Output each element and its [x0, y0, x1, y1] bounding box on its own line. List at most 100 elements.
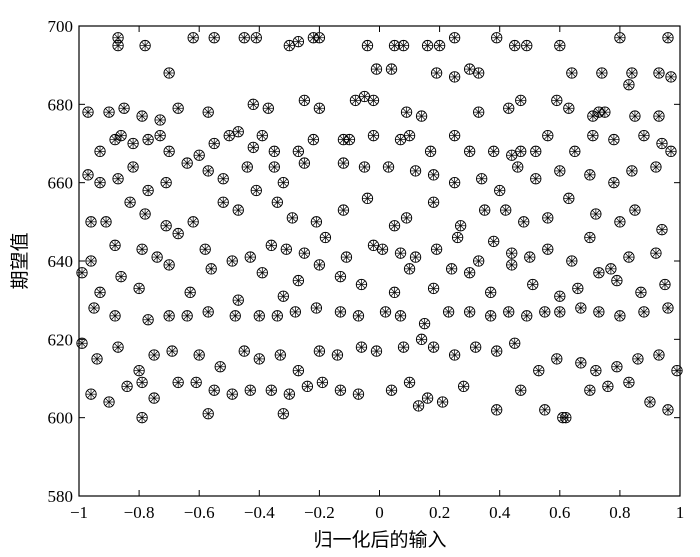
- data-point: [409, 251, 422, 263]
- data-point: [265, 239, 277, 251]
- data-point: [644, 396, 656, 408]
- data-point: [662, 32, 674, 44]
- data-point: [590, 365, 602, 377]
- data-point: [638, 306, 650, 318]
- data-point: [656, 224, 668, 236]
- data-point: [554, 39, 566, 52]
- data-point: [205, 263, 217, 275]
- data-point: [394, 247, 407, 259]
- data-point: [650, 247, 662, 259]
- data-point: [611, 274, 623, 287]
- data-point: [614, 310, 626, 322]
- data-point: [605, 263, 617, 275]
- data-point: [208, 384, 220, 396]
- data-point: [307, 133, 320, 146]
- data-point: [280, 243, 292, 255]
- data-point: [632, 353, 644, 365]
- y-tick-label: 660: [48, 174, 74, 193]
- data-point: [403, 376, 416, 389]
- data-point: [626, 165, 638, 177]
- data-point: [575, 302, 587, 314]
- data-point: [608, 177, 620, 189]
- data-point: [232, 126, 244, 138]
- data-point: [238, 345, 250, 357]
- data-point: [476, 173, 488, 185]
- data-point: [623, 376, 635, 389]
- data-point: [286, 212, 299, 224]
- data-point: [88, 302, 100, 314]
- data-point: [334, 384, 347, 396]
- data-point: [289, 306, 302, 318]
- data-point: [112, 173, 124, 185]
- data-point: [515, 384, 527, 396]
- data-point: [202, 408, 214, 420]
- data-point: [653, 110, 665, 122]
- data-point: [160, 177, 172, 189]
- data-point: [542, 243, 554, 255]
- data-point: [527, 278, 539, 291]
- data-point: [292, 145, 305, 157]
- y-tick-label: 620: [48, 330, 74, 349]
- data-point: [512, 161, 524, 173]
- data-point: [172, 102, 184, 114]
- data-point: [629, 110, 641, 122]
- data-point: [503, 306, 515, 318]
- data-point: [187, 216, 199, 228]
- data-point: [361, 192, 374, 204]
- data-point: [611, 361, 623, 373]
- data-point: [533, 365, 545, 377]
- data-point: [626, 67, 638, 79]
- data-point: [403, 130, 416, 142]
- data-point: [650, 161, 662, 173]
- data-point: [94, 177, 106, 189]
- data-point: [313, 345, 326, 357]
- data-point: [485, 286, 497, 298]
- data-point: [430, 67, 443, 79]
- data-point: [118, 102, 130, 114]
- data-point: [142, 184, 154, 197]
- data-point: [133, 282, 145, 295]
- data-point: [635, 286, 647, 298]
- data-point: [554, 290, 566, 302]
- data-point: [473, 67, 485, 79]
- data-point: [566, 255, 578, 267]
- x-tick-label: 0.4: [489, 503, 511, 522]
- data-point: [163, 67, 175, 79]
- data-point: [367, 130, 380, 142]
- data-point: [127, 161, 139, 173]
- x-tick-label: 0.2: [429, 503, 450, 522]
- y-tick-label: 680: [48, 95, 74, 114]
- data-point: [587, 130, 599, 142]
- data-point: [310, 216, 323, 228]
- data-point: [226, 255, 238, 267]
- data-point: [397, 39, 410, 52]
- data-point: [94, 145, 106, 157]
- data-point: [172, 227, 184, 240]
- data-point: [154, 114, 166, 126]
- data-point: [473, 106, 485, 118]
- data-point: [463, 267, 476, 279]
- data-point: [124, 196, 136, 208]
- data-point: [229, 310, 241, 322]
- data-point: [671, 365, 683, 377]
- data-point: [355, 341, 368, 353]
- x-tick-label: −0.6: [184, 503, 215, 522]
- data-point: [614, 32, 626, 44]
- axis-ticks: −1 −0.8 −0.6 −0.4 −0.2 0 0.2 0.4 0.6 0.8 1 580 600 62…: [48, 17, 685, 522]
- data-point: [109, 239, 121, 251]
- data-point: [184, 286, 196, 298]
- data-point: [590, 208, 602, 220]
- data-point: [370, 345, 383, 357]
- data-point: [100, 216, 112, 228]
- data-point: [454, 220, 467, 232]
- data-point: [367, 239, 380, 251]
- data-point: [292, 36, 305, 48]
- x-tick-label: 0.6: [549, 503, 570, 522]
- data-point: [509, 39, 521, 52]
- data-point: [265, 384, 277, 396]
- points-layer: [76, 32, 683, 424]
- data-point: [94, 286, 106, 298]
- data-point: [214, 361, 226, 373]
- data-point: [653, 67, 665, 79]
- data-point: [181, 310, 193, 322]
